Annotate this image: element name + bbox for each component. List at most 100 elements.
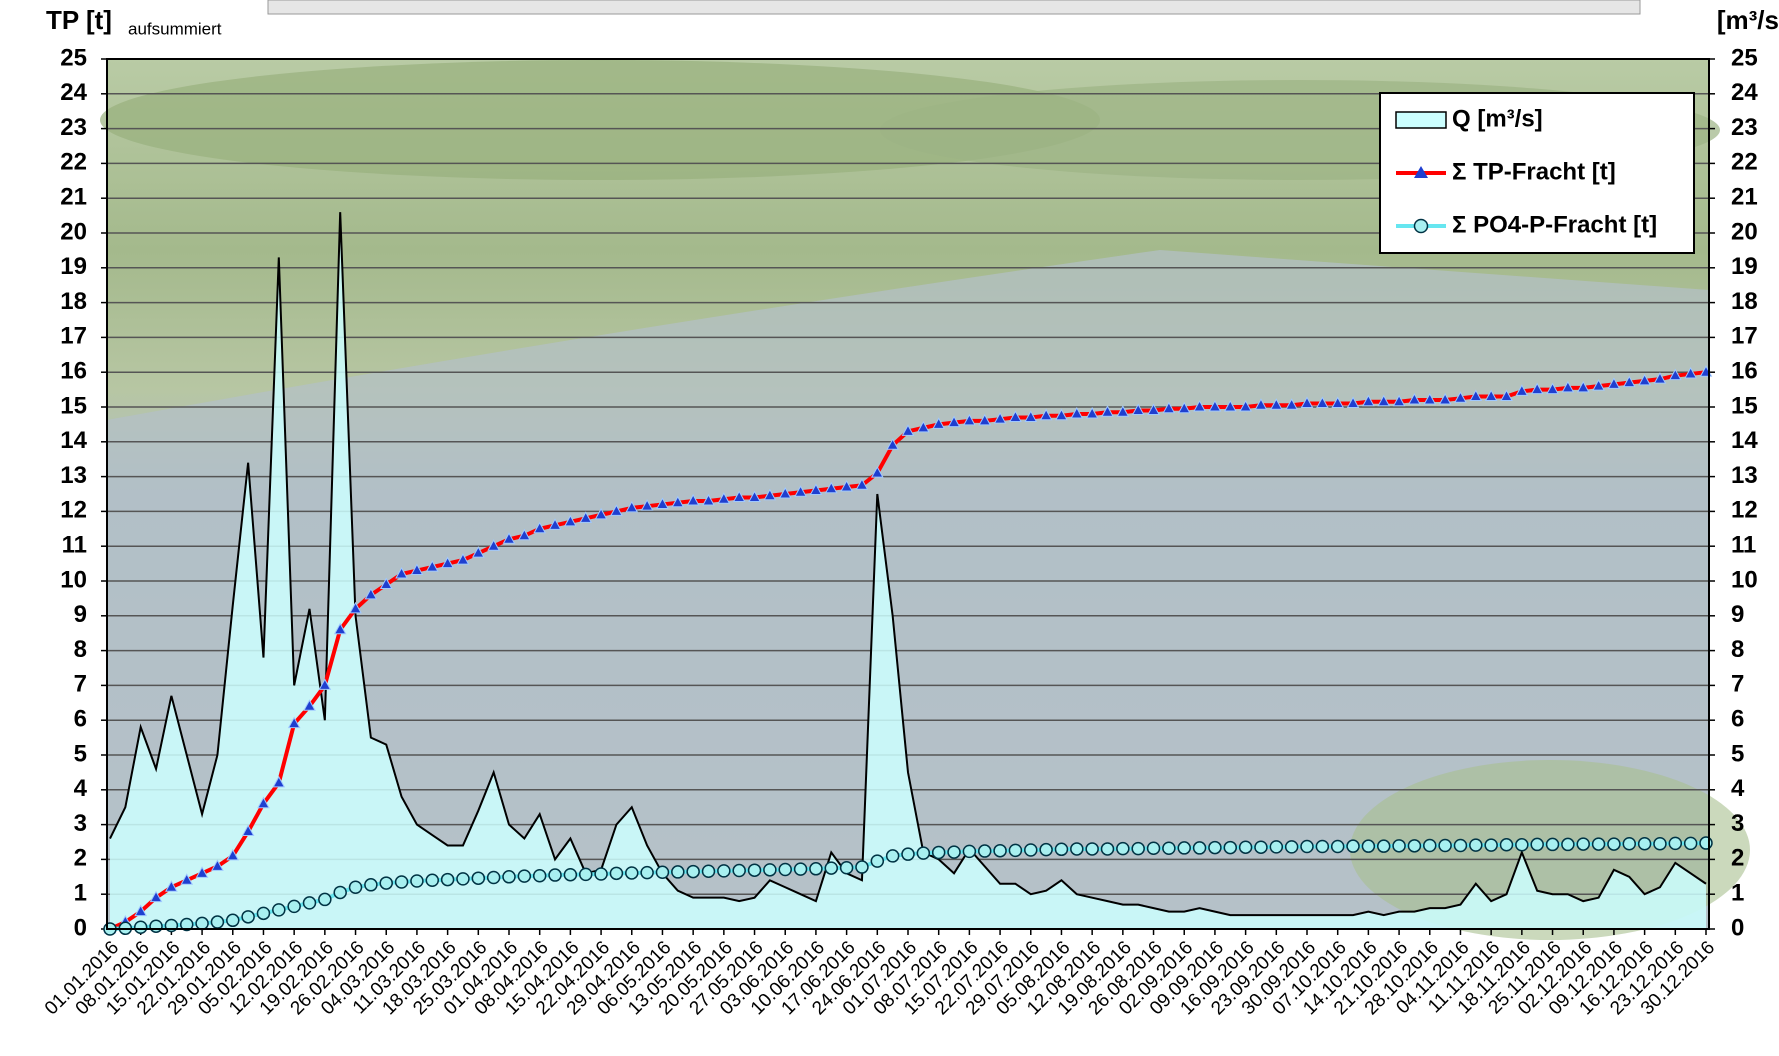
marker	[947, 845, 961, 859]
y2-axis-title: [m³/s	[1717, 5, 1779, 35]
marker	[1454, 391, 1467, 403]
marker	[671, 865, 685, 879]
marker	[1331, 396, 1345, 409]
marker	[1009, 410, 1022, 422]
marker	[609, 866, 624, 881]
y-tick-label: 21	[60, 184, 87, 211]
marker	[1392, 394, 1406, 407]
marker	[1515, 384, 1529, 396]
marker	[211, 859, 224, 871]
marker	[272, 903, 286, 917]
marker	[1192, 841, 1207, 855]
marker	[1300, 839, 1314, 854]
marker	[1576, 837, 1590, 851]
marker	[962, 844, 977, 859]
marker	[1407, 839, 1422, 853]
marker	[809, 483, 823, 496]
marker	[1316, 396, 1329, 409]
y2-tick-label: 12	[1731, 497, 1758, 524]
marker	[640, 865, 654, 880]
marker	[379, 876, 393, 890]
marker	[1208, 840, 1222, 855]
marker	[1254, 840, 1268, 854]
marker	[226, 848, 240, 861]
marker	[993, 412, 1007, 424]
marker	[1469, 838, 1483, 852]
marker	[1668, 368, 1682, 381]
marker	[1591, 837, 1606, 851]
y2-tick-label: 9	[1731, 601, 1744, 628]
marker	[1561, 380, 1575, 393]
marker	[257, 796, 270, 809]
marker	[931, 845, 946, 860]
marker	[1653, 372, 1667, 384]
y2-tick-label: 3	[1731, 810, 1744, 837]
marker	[778, 862, 792, 877]
y-tick-label: 0	[74, 914, 87, 941]
marker	[1285, 398, 1298, 410]
marker	[425, 873, 440, 888]
y2-tick-label: 1	[1731, 880, 1744, 907]
marker	[256, 906, 271, 921]
marker	[318, 678, 332, 690]
marker	[1683, 836, 1698, 851]
y-axis-title: TP [t]	[46, 5, 112, 35]
y2-tick-label: 20	[1731, 218, 1758, 245]
y-tick-label: 2	[74, 845, 87, 872]
marker	[1239, 399, 1252, 412]
marker	[855, 478, 869, 490]
y-tick-label: 25	[60, 44, 87, 71]
marker	[1024, 843, 1038, 857]
marker	[1300, 396, 1314, 409]
marker	[947, 415, 961, 428]
marker	[963, 413, 976, 426]
marker	[456, 872, 470, 886]
marker	[1085, 406, 1099, 419]
marker	[1423, 838, 1437, 853]
marker	[686, 864, 700, 879]
marker	[518, 528, 531, 541]
y-tick-label: 17	[60, 323, 87, 350]
marker	[1039, 842, 1053, 857]
marker	[701, 864, 716, 878]
marker	[471, 871, 486, 885]
y2-tick-label: 8	[1731, 636, 1744, 663]
marker	[272, 775, 286, 788]
marker	[1408, 393, 1421, 405]
marker	[1147, 403, 1160, 415]
marker	[1607, 837, 1621, 851]
marker	[748, 490, 761, 502]
marker	[732, 863, 746, 878]
marker	[1376, 839, 1391, 853]
marker	[901, 424, 915, 436]
marker	[180, 873, 194, 885]
marker	[1637, 836, 1652, 851]
marker	[379, 577, 393, 589]
river	[107, 250, 1709, 929]
marker	[1085, 842, 1099, 856]
y2-tick-label: 7	[1731, 671, 1744, 698]
marker	[1070, 842, 1084, 856]
marker	[763, 488, 777, 501]
marker	[763, 863, 777, 877]
marker	[502, 532, 516, 544]
marker	[502, 870, 516, 884]
marker	[932, 417, 946, 429]
marker	[1238, 840, 1253, 854]
y-tick-label: 1	[74, 880, 87, 907]
marker	[1039, 408, 1053, 421]
marker	[149, 890, 163, 903]
marker	[1377, 394, 1391, 407]
marker	[425, 560, 439, 572]
marker	[1269, 398, 1283, 410]
y2-tick-label: 6	[1731, 706, 1744, 733]
plot-border	[106, 58, 1710, 930]
y-tick-label: 10	[60, 566, 87, 593]
y2-tick-label: 19	[1731, 253, 1758, 280]
marker	[993, 843, 1007, 858]
marker	[1346, 839, 1360, 853]
marker	[1423, 393, 1437, 405]
marker	[610, 504, 623, 516]
marker	[133, 920, 148, 935]
marker	[134, 904, 148, 917]
